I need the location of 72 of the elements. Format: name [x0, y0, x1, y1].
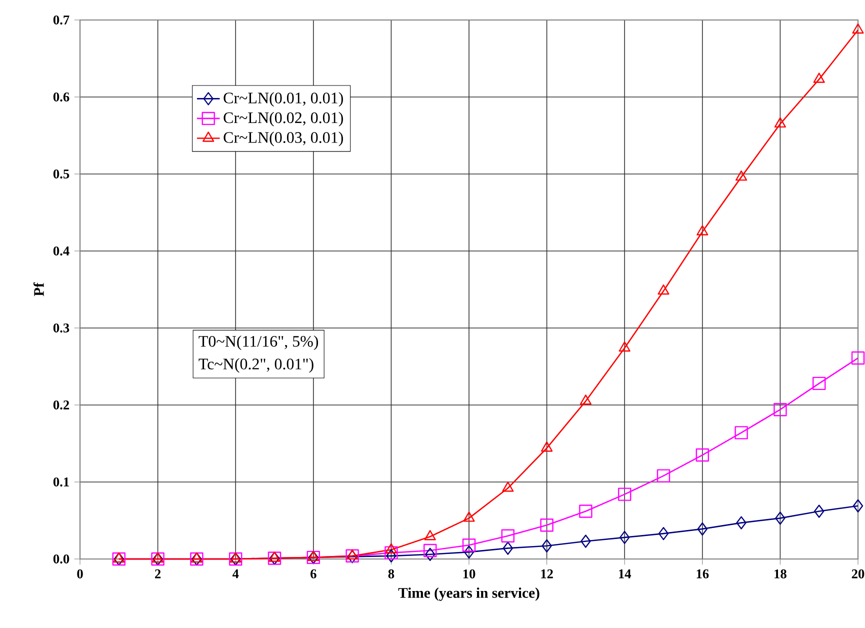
y-tick-label: 0.3: [53, 323, 70, 333]
y-tick-label: 0.0: [53, 554, 70, 564]
point: [424, 530, 436, 540]
point: [734, 426, 748, 440]
point: [736, 170, 748, 181]
annotation: Tc~N(0.2", 0.01"): [198, 358, 314, 373]
point: [384, 546, 398, 560]
point: [580, 534, 591, 548]
point: [697, 522, 708, 536]
y-tick-label: 0.5: [53, 169, 70, 179]
x-tick-label: 16: [696, 569, 709, 578]
point: [618, 488, 632, 501]
point: [851, 351, 865, 365]
x-axis-title: Time (years in service): [398, 588, 540, 601]
x-tick-label: 14: [619, 569, 632, 578]
point: [346, 549, 358, 560]
point: [502, 542, 513, 555]
point: [618, 341, 630, 352]
point: [502, 482, 514, 492]
point: [774, 403, 787, 416]
x-tick-label: 6: [310, 569, 316, 578]
point: [775, 512, 786, 525]
point: [463, 512, 475, 522]
point: [190, 552, 203, 563]
point: [464, 545, 474, 559]
point: [386, 549, 396, 563]
y-axis-title: Pf: [33, 282, 44, 296]
point: [152, 552, 164, 563]
y-tick-label: 0.2: [53, 400, 70, 410]
point: [308, 550, 320, 562]
x-tick-label: 8: [388, 569, 394, 578]
x-tick-label: 20: [852, 569, 864, 578]
point: [385, 543, 397, 554]
point: [656, 469, 670, 482]
point: [696, 225, 708, 236]
legend-label: Cr~LN(0.02, 0.01): [224, 112, 343, 126]
point: [774, 117, 786, 128]
legend-label: Cr~LN(0.01, 0.01): [224, 92, 343, 107]
y-tick-label: 0.4: [53, 246, 70, 256]
point: [268, 552, 280, 562]
x-tick-label: 4: [232, 569, 239, 578]
x-tick-label: 18: [774, 569, 786, 578]
x-tick-label: 0: [77, 569, 83, 578]
point: [540, 518, 554, 532]
point: [541, 442, 553, 452]
x-tick-label: 12: [541, 569, 553, 578]
point: [852, 499, 864, 512]
x-tick-label: 2: [155, 569, 161, 578]
y-tick-label: 0.7: [53, 15, 70, 25]
point: [696, 448, 709, 462]
point: [113, 552, 125, 563]
annotation: T0~N(11/16", 5%): [198, 336, 318, 350]
point: [620, 530, 630, 544]
y-tick-label: 0.6: [53, 92, 70, 102]
point: [736, 516, 746, 530]
point: [424, 544, 437, 558]
point: [852, 23, 864, 34]
point: [814, 504, 824, 518]
y-tick-label: 0.1: [53, 477, 69, 487]
point: [658, 526, 669, 540]
point: [425, 548, 436, 561]
point: [812, 376, 826, 390]
x-tick-label: 10: [463, 569, 476, 578]
point: [580, 394, 592, 405]
point: [230, 552, 242, 563]
point: [658, 284, 670, 295]
point: [462, 538, 476, 552]
legend-label: Cr~LN(0.03, 0.01): [224, 132, 343, 146]
point: [813, 72, 825, 83]
point: [579, 504, 592, 518]
point: [542, 539, 552, 552]
point: [501, 529, 514, 542]
